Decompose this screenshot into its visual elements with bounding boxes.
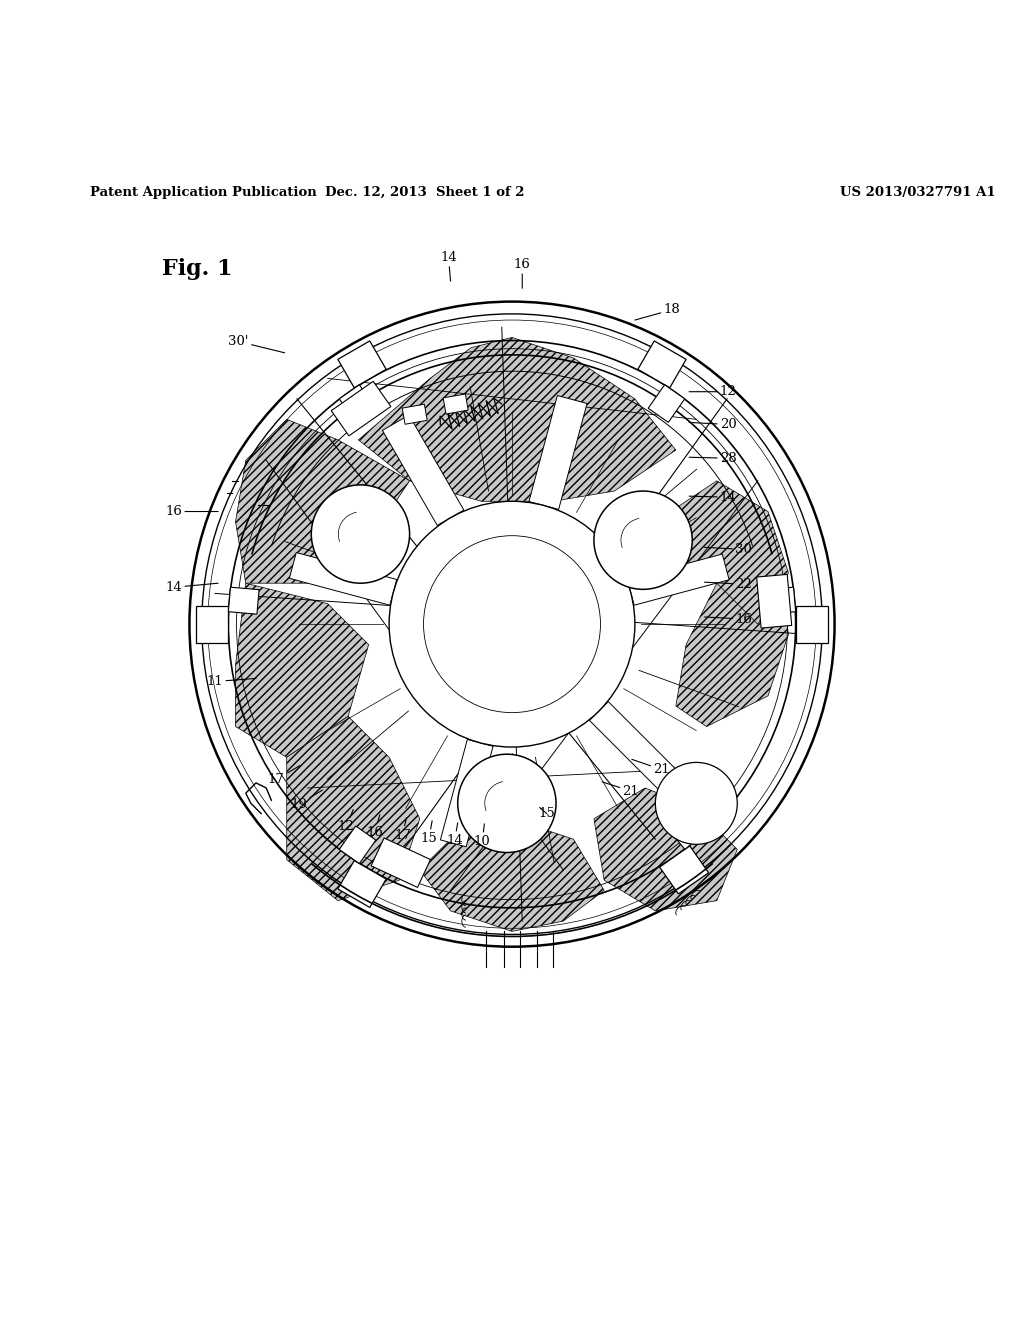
Polygon shape [338, 341, 386, 388]
Polygon shape [590, 702, 682, 795]
Polygon shape [796, 606, 828, 643]
Text: 15: 15 [421, 821, 437, 845]
Polygon shape [228, 587, 259, 614]
Text: 14: 14 [689, 491, 736, 504]
Text: 15: 15 [539, 807, 555, 820]
Polygon shape [655, 480, 788, 624]
Polygon shape [402, 404, 427, 424]
Polygon shape [443, 393, 468, 414]
Text: US 2013/0327791 A1: US 2013/0327791 A1 [840, 186, 995, 198]
Circle shape [389, 502, 635, 747]
Text: 19: 19 [291, 791, 323, 810]
Polygon shape [339, 826, 376, 863]
Circle shape [594, 491, 692, 589]
Polygon shape [196, 606, 228, 643]
Text: 11: 11 [207, 675, 256, 688]
Text: 28: 28 [689, 451, 736, 465]
Polygon shape [332, 381, 391, 436]
Polygon shape [290, 553, 396, 605]
Polygon shape [440, 739, 493, 847]
Text: 30: 30 [705, 543, 752, 556]
Text: 22: 22 [705, 578, 752, 591]
Polygon shape [648, 384, 685, 422]
Text: Fig. 1: Fig. 1 [162, 257, 232, 280]
Polygon shape [757, 574, 792, 628]
Polygon shape [382, 414, 464, 525]
Polygon shape [676, 562, 788, 726]
Text: 16: 16 [514, 259, 530, 288]
Text: 21: 21 [632, 759, 670, 776]
Polygon shape [594, 788, 737, 911]
Text: 17: 17 [394, 817, 411, 842]
Text: 20: 20 [689, 418, 736, 430]
Polygon shape [638, 341, 686, 388]
Polygon shape [339, 384, 376, 422]
Polygon shape [358, 338, 676, 502]
Text: 14: 14 [440, 251, 457, 281]
Circle shape [311, 484, 410, 583]
Text: 18: 18 [635, 304, 680, 319]
Polygon shape [628, 554, 729, 605]
Text: 16: 16 [367, 814, 383, 838]
Polygon shape [236, 420, 410, 583]
Text: 16: 16 [705, 612, 752, 626]
Polygon shape [420, 818, 604, 932]
Polygon shape [529, 396, 587, 510]
Polygon shape [236, 583, 369, 758]
Text: 17: 17 [268, 766, 300, 787]
Polygon shape [667, 812, 703, 849]
Text: 16: 16 [166, 506, 218, 517]
Circle shape [458, 754, 556, 853]
Text: 12: 12 [338, 809, 354, 833]
Text: 30': 30' [228, 335, 285, 352]
Polygon shape [371, 838, 430, 887]
Text: 10: 10 [474, 824, 490, 847]
Text: Dec. 12, 2013  Sheet 1 of 2: Dec. 12, 2013 Sheet 1 of 2 [326, 186, 524, 198]
Polygon shape [765, 587, 796, 614]
Text: 14: 14 [446, 822, 463, 846]
Text: 21: 21 [602, 781, 639, 797]
Polygon shape [659, 846, 709, 894]
Text: Patent Application Publication: Patent Application Publication [90, 186, 316, 198]
Circle shape [655, 763, 737, 845]
Text: 14: 14 [166, 581, 218, 594]
Text: 12: 12 [689, 385, 736, 399]
Polygon shape [338, 861, 386, 907]
Polygon shape [287, 717, 420, 900]
